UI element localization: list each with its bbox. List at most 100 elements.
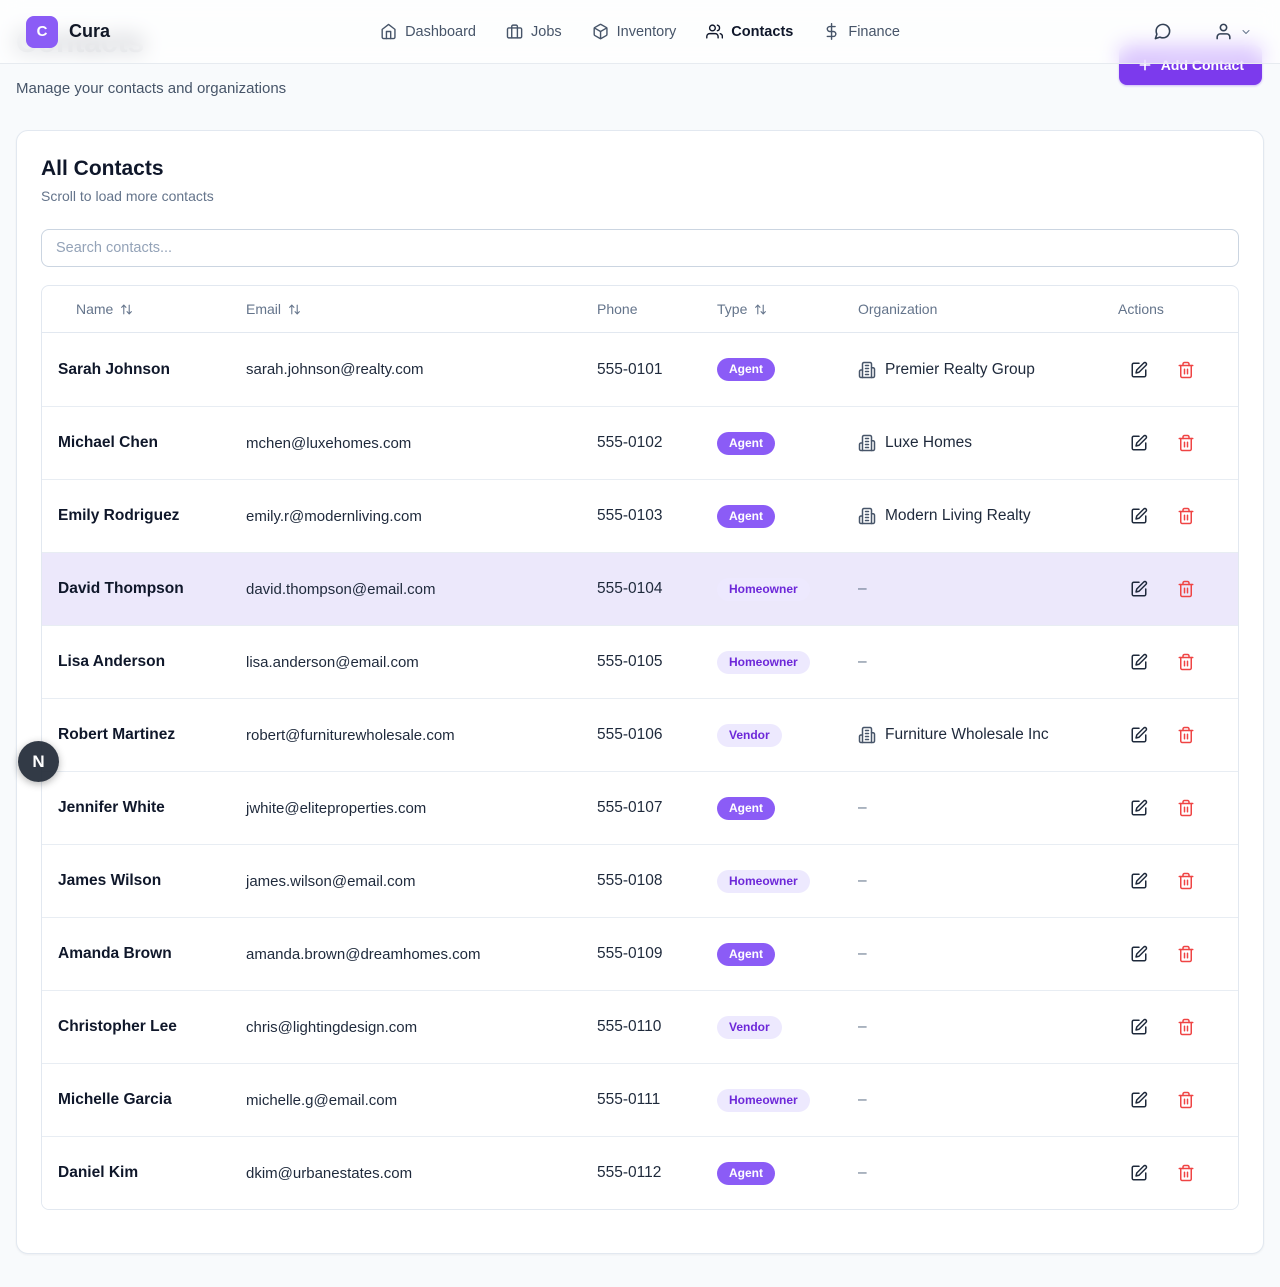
- page-subtitle: Manage your contacts and organizations: [16, 80, 287, 97]
- contact-type-badge: Homeowner: [717, 650, 810, 674]
- trash-icon: [1178, 1018, 1194, 1036]
- edit-contact-button[interactable]: [1130, 1091, 1148, 1109]
- table-row[interactable]: David Thompson david.thompson@email.com 55…: [42, 552, 1238, 625]
- table-body: Sarah Johnson sarah.johnson@realty.com 555…: [42, 333, 1238, 1209]
- contact-phone: 555-0104: [597, 580, 663, 597]
- table-row[interactable]: Lisa Anderson lisa.anderson@email.com 555-…: [42, 625, 1238, 698]
- edit-contact-button[interactable]: [1130, 361, 1148, 379]
- message-circle-icon: [1154, 23, 1171, 40]
- contact-email: james.wilson@email.com: [246, 872, 416, 890]
- delete-contact-button[interactable]: [1177, 1164, 1195, 1182]
- contacts-card: All Contacts Scroll to load more contact…: [16, 130, 1264, 1254]
- edit-icon: [1131, 361, 1148, 377]
- contact-phone: 555-0103: [597, 507, 663, 524]
- chat-button[interactable]: [1151, 20, 1174, 43]
- contact-actions: [1102, 653, 1238, 671]
- table-row[interactable]: Michelle Garcia michelle.g@email.com 555-0…: [42, 1063, 1238, 1136]
- floating-n-badge-letter: N: [32, 751, 45, 771]
- delete-contact-button[interactable]: [1177, 1091, 1195, 1109]
- brand-logo: C: [26, 15, 58, 48]
- column-header-organization: Organization: [842, 301, 1102, 317]
- edit-contact-button[interactable]: [1130, 653, 1148, 671]
- nav-item-contacts[interactable]: Contacts: [706, 19, 793, 44]
- contact-organization: –: [842, 945, 1102, 963]
- nav-item-jobs[interactable]: Jobs: [506, 19, 562, 44]
- contact-type-cell: Vendor: [701, 723, 842, 747]
- edit-contact-button[interactable]: [1130, 1018, 1148, 1036]
- sort-by-type-button[interactable]: Type: [717, 301, 767, 317]
- delete-contact-button[interactable]: [1177, 434, 1195, 452]
- delete-contact-button[interactable]: [1177, 653, 1195, 671]
- contact-email: amanda.brown@dreamhomes.com: [246, 945, 481, 963]
- contact-type-cell: Agent: [701, 358, 842, 381]
- edit-contact-button[interactable]: [1130, 799, 1148, 817]
- edit-icon: [1131, 1091, 1148, 1108]
- nav-item-dashboard[interactable]: Dashboard: [380, 19, 476, 44]
- contact-organization: –: [842, 872, 1102, 890]
- delete-contact-button[interactable]: [1177, 580, 1195, 598]
- table-row[interactable]: Emily Rodriguez emily.r@modernliving.com 5…: [42, 479, 1238, 552]
- edit-contact-button[interactable]: [1130, 507, 1148, 525]
- table-row[interactable]: Daniel Kim dkim@urbanestates.com 555-0112 A…: [42, 1136, 1238, 1209]
- edit-contact-button[interactable]: [1130, 945, 1148, 963]
- organization-name: Luxe Homes: [885, 434, 973, 451]
- edit-contact-button[interactable]: [1130, 726, 1148, 744]
- nav-item-inventory[interactable]: Inventory: [592, 19, 677, 44]
- table-row[interactable]: Sarah Johnson sarah.johnson@realty.com 555…: [42, 333, 1238, 406]
- trash-icon: [1178, 580, 1194, 598]
- table-row[interactable]: James Wilson james.wilson@email.com 555-01…: [42, 844, 1238, 917]
- table-row[interactable]: Robert Martinez robert@furniturewholesale…: [42, 698, 1238, 771]
- delete-contact-button[interactable]: [1177, 945, 1195, 963]
- nav-item-label: Contacts: [731, 23, 794, 40]
- edit-contact-button[interactable]: [1130, 580, 1148, 598]
- contact-email: robert@furniturewholesale.com: [246, 726, 455, 744]
- building-icon: [858, 361, 876, 378]
- contact-type-badge: Agent: [717, 358, 775, 381]
- edit-icon: [1131, 799, 1148, 816]
- contact-name: Amanda Brown: [58, 945, 172, 962]
- nav-item-label: Dashboard: [405, 23, 476, 40]
- trash-icon: [1178, 872, 1194, 890]
- sort-by-name-button[interactable]: Name: [76, 301, 133, 317]
- nav-item-finance[interactable]: Finance: [823, 19, 900, 44]
- sort-by-email-button[interactable]: Email: [246, 301, 301, 317]
- contact-type-cell: Agent: [701, 942, 842, 966]
- delete-contact-button[interactable]: [1177, 361, 1195, 379]
- organization-empty: –: [858, 945, 867, 962]
- edit-contact-button[interactable]: [1130, 1164, 1148, 1182]
- contact-organization: –: [842, 580, 1102, 598]
- building-icon: [858, 507, 876, 525]
- delete-contact-button[interactable]: [1177, 872, 1195, 890]
- edit-contact-button[interactable]: [1130, 872, 1148, 890]
- contact-type-cell: Agent: [701, 796, 842, 820]
- edit-icon: [1131, 507, 1148, 524]
- delete-contact-button[interactable]: [1177, 507, 1195, 525]
- contact-actions: [1102, 1018, 1238, 1036]
- table-row[interactable]: Jennifer White jwhite@eliteproperties.com…: [42, 771, 1238, 844]
- table-row[interactable]: Christopher Lee chris@lightingdesign.com 5…: [42, 990, 1238, 1063]
- delete-contact-button[interactable]: [1177, 1018, 1195, 1036]
- trash-icon: [1178, 507, 1194, 525]
- contact-actions: [1102, 361, 1238, 379]
- contact-actions: [1102, 1091, 1238, 1109]
- contact-name: David Thompson: [58, 580, 184, 597]
- delete-contact-button[interactable]: [1177, 726, 1195, 744]
- table-row[interactable]: Amanda Brown amanda.brown@dreamhomes.com 5…: [42, 917, 1238, 990]
- nav-item-label: Inventory: [616, 23, 677, 40]
- contact-email: chris@lightingdesign.com: [246, 1018, 418, 1036]
- search-input[interactable]: [41, 229, 1239, 267]
- column-header-phone: Phone: [581, 301, 701, 317]
- table-row[interactable]: Michael Chen mchen@luxehomes.com 555-0102 A…: [42, 406, 1238, 479]
- trash-icon: [1178, 653, 1194, 671]
- contact-name: Robert Martinez: [58, 726, 176, 743]
- edit-icon: [1131, 653, 1148, 670]
- contact-actions: [1102, 507, 1238, 525]
- nav-item-label: Finance: [848, 23, 900, 40]
- sort-icon: [121, 304, 133, 314]
- organization-name: Premier Realty Group: [885, 360, 1035, 378]
- delete-contact-button[interactable]: [1177, 799, 1195, 817]
- user-menu-button[interactable]: [1212, 20, 1254, 43]
- edit-icon: [1131, 872, 1148, 889]
- main-nav: Dashboard Jobs Inventory Contacts Finance: [380, 19, 900, 44]
- edit-contact-button[interactable]: [1130, 434, 1148, 452]
